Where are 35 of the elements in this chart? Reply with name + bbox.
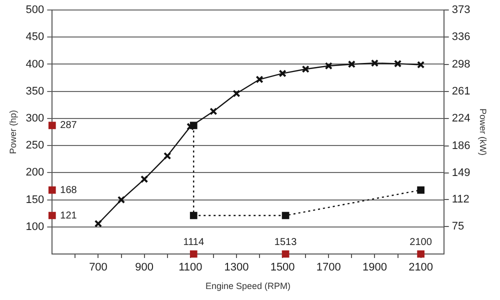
annotation: 121 xyxy=(60,210,78,222)
annotation: 1513 xyxy=(274,236,298,248)
y2-tick-label: 112 xyxy=(452,194,470,206)
y2-tick-label: 186 xyxy=(452,140,470,152)
y2-tick-label: 373 xyxy=(452,4,470,16)
y-tick-label: 350 xyxy=(26,85,44,98)
y2-tick-label: 298 xyxy=(452,58,470,71)
annotation: 168 xyxy=(60,184,78,196)
y-tick-label: 100 xyxy=(26,220,44,233)
y-tick-label: 300 xyxy=(26,112,44,124)
x-axis-title: Engine Speed (RPM) xyxy=(205,281,291,292)
y-tick-label: 400 xyxy=(26,58,44,70)
y2-tick-label: 224 xyxy=(452,112,470,124)
annotation: 2100 xyxy=(410,236,432,248)
annotation: 1114 xyxy=(183,236,204,248)
x-tick-label: 700 xyxy=(89,262,108,274)
x-tick-label: 900 xyxy=(135,262,154,274)
y-axis-title: Power (hp) xyxy=(8,110,18,154)
y2-tick-label: 149 xyxy=(452,166,470,179)
y-tick-label: 500 xyxy=(26,4,44,16)
y2-tick-label: 261 xyxy=(452,85,470,98)
x-tick-label: 1900 xyxy=(362,262,387,274)
x-tick-label: 1700 xyxy=(316,262,341,274)
y2-tick-label: 75 xyxy=(452,220,464,233)
x-tick-label: 1500 xyxy=(270,262,295,274)
x-tick-label: 1100 xyxy=(178,262,202,274)
y2-tick-label: 336 xyxy=(452,30,470,43)
y-tick-label: 250 xyxy=(26,140,44,152)
y2-axis-title: Power (kW) xyxy=(478,108,488,156)
y-tick-label: 200 xyxy=(26,166,44,179)
x-tick-label: 2100 xyxy=(408,262,434,274)
y-tick-label: 150 xyxy=(26,194,44,206)
y-tick-label: 450 xyxy=(26,31,44,44)
x-tick-label: 1300 xyxy=(224,262,249,274)
annotation: 287 xyxy=(60,120,78,132)
